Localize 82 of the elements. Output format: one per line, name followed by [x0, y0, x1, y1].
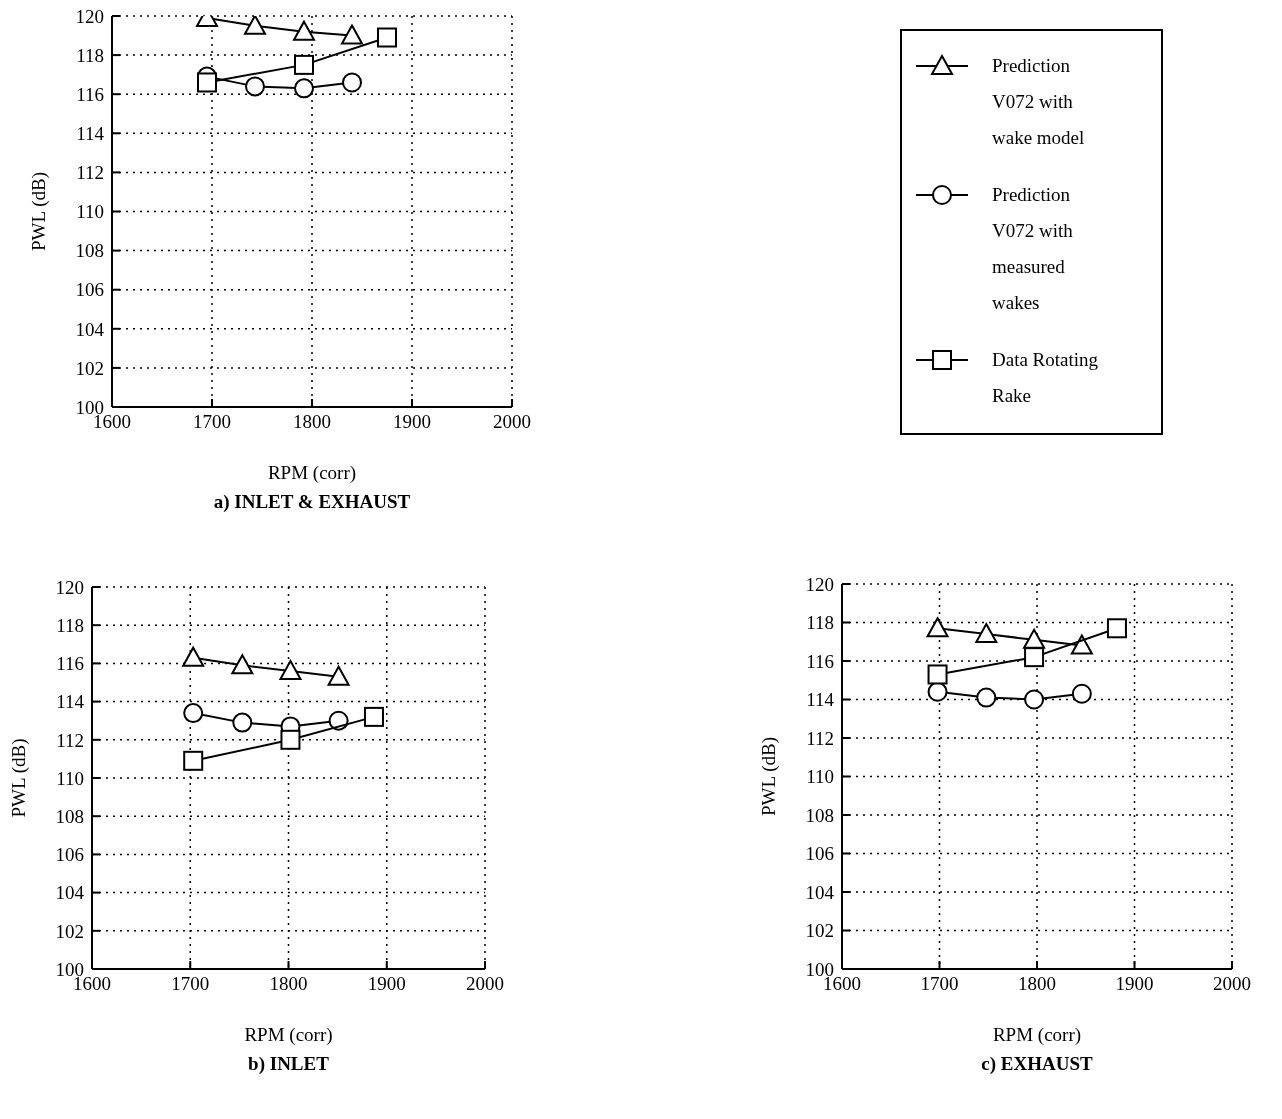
point [294, 54, 314, 75]
y-tick-label: 104 [75, 318, 105, 340]
point [245, 76, 265, 97]
y-tick-label: 120 [805, 573, 834, 595]
y-tick-label: 118 [806, 612, 834, 634]
y-tick-label: 112 [76, 162, 104, 184]
x-tick-label: 2000 [466, 973, 504, 995]
point [197, 72, 217, 93]
x-tick-label: 1700 [193, 411, 231, 433]
x-tick-label: 1900 [1115, 973, 1154, 995]
y-tick-label: 112 [56, 729, 84, 751]
y-tick-label: 110 [56, 767, 84, 789]
y-tick-label: 114 [56, 691, 85, 713]
y-tick-label: 108 [805, 804, 834, 826]
x-tick-label: 1700 [920, 973, 959, 995]
point [1106, 618, 1127, 639]
point [1024, 689, 1045, 710]
point [280, 729, 301, 750]
x-tick-label: 1700 [171, 973, 210, 995]
point [976, 687, 997, 708]
y-tick-label: 120 [75, 5, 104, 27]
y-tick-label: 110 [806, 766, 834, 788]
x-axis-title: RPM (corr) [244, 1024, 333, 1046]
legend-label: Prediction V072 with wake model [992, 54, 1086, 150]
point [1071, 683, 1092, 704]
y-tick-label: 120 [55, 576, 84, 598]
y-axis-title: PWL (dB) [757, 737, 780, 816]
point [341, 24, 363, 45]
text: c) EXHAUST [980, 1053, 1094, 1075]
y-tick-label: 102 [75, 357, 104, 379]
y-tick-label: 108 [55, 805, 84, 827]
y-tick-label: 114 [76, 123, 105, 145]
y-tick-label: 116 [76, 83, 104, 105]
x-axis-title: RPM (corr) [992, 1024, 1082, 1046]
y-tick-label: 102 [805, 920, 834, 942]
y-tick-label: 110 [76, 201, 104, 223]
y-axis-title: PWL (dB) [7, 738, 30, 818]
point [926, 617, 949, 638]
legend-label: Data Rotating Rake [992, 348, 1100, 408]
x-tick-label: 1800 [293, 411, 331, 433]
y-tick-label: 102 [55, 920, 84, 942]
y-tick-label: 106 [75, 279, 104, 301]
point [377, 27, 397, 48]
point [975, 623, 998, 644]
y-tick-label: 118 [56, 614, 84, 636]
point [294, 78, 314, 99]
point [363, 706, 384, 727]
legend-label: Prediction V072 with measured wakes [992, 183, 1074, 315]
y-tick-label: 118 [76, 44, 104, 66]
y-tick-label: 104 [55, 882, 85, 904]
point [327, 665, 350, 686]
point [183, 750, 204, 771]
y-tick-label: 104 [805, 881, 835, 903]
point [279, 660, 302, 681]
y-tick-label: 106 [805, 843, 834, 865]
point [342, 72, 362, 93]
x-tick-label: 2000 [493, 411, 531, 433]
point [1024, 647, 1045, 668]
y-tick-label: 112 [806, 727, 834, 749]
y-tick-label: 108 [75, 240, 104, 262]
point [244, 16, 266, 35]
x-tick-label: 1800 [1018, 973, 1056, 995]
x-tick-label: 1800 [269, 973, 308, 995]
point [293, 20, 315, 41]
point [231, 654, 254, 675]
x-axis-title: RPM (corr) [267, 462, 357, 484]
text: b) INLET [247, 1053, 330, 1075]
y-tick-label: 106 [55, 844, 84, 866]
point [1070, 634, 1093, 655]
point [927, 681, 948, 702]
x-tick-label: 1900 [367, 973, 406, 995]
point [232, 712, 253, 733]
point [182, 646, 205, 667]
x-tick-label: 2000 [1213, 973, 1251, 995]
point [927, 664, 948, 685]
text: a) INLET & EXHAUST [212, 491, 412, 513]
y-tick-label: 116 [56, 653, 84, 675]
y-tick-label: 116 [806, 650, 834, 672]
x-tick-label: 1900 [393, 411, 431, 433]
y-tick-label: 114 [806, 689, 835, 711]
y-axis-title: PWL (dB) [27, 172, 50, 251]
point [183, 703, 204, 724]
